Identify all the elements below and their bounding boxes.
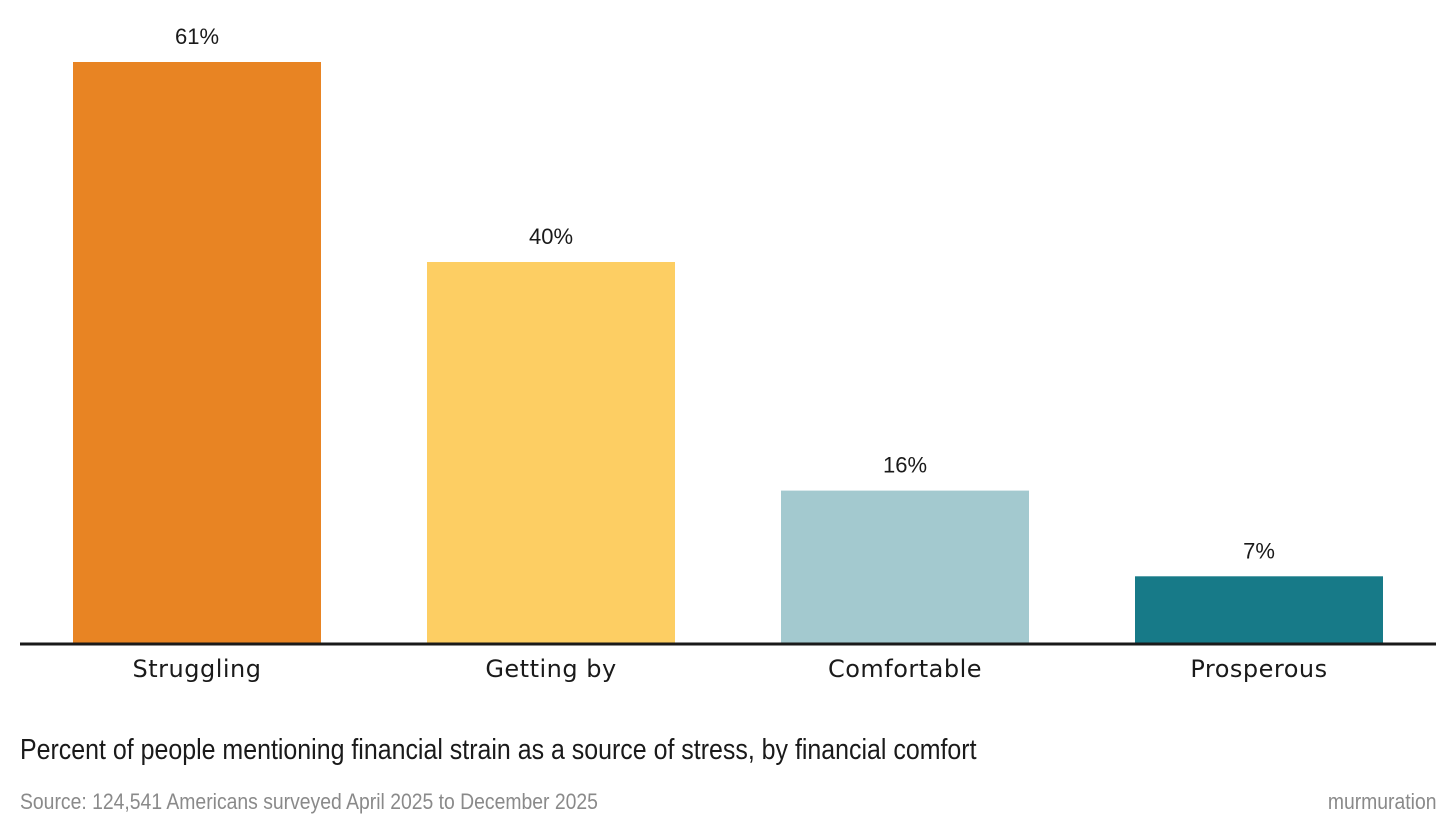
bar-prosperous <box>1135 576 1383 643</box>
brand-label: murmuration <box>1327 789 1436 814</box>
labels-group: 61% Struggling 40% Getting by 16% Comfortable… <box>133 24 1328 683</box>
source-note: Source: 124,541 Americans surveyed April… <box>20 789 598 814</box>
value-label: 7% <box>1243 538 1275 563</box>
value-label: 40% <box>529 224 573 249</box>
bar-comfortable <box>781 490 1029 643</box>
category-label: Prosperous <box>1190 655 1327 683</box>
bars-group <box>73 62 1383 643</box>
bar-getting-by <box>427 262 675 643</box>
bar-chart: 61% Struggling 40% Getting by 16% Comfortable… <box>20 24 1436 683</box>
chart-caption: Percent of people mentioning financial s… <box>20 734 977 766</box>
category-label: Comfortable <box>828 655 982 683</box>
category-label: Struggling <box>133 655 262 683</box>
bar-struggling <box>73 62 321 643</box>
category-label: Getting by <box>485 655 616 683</box>
value-label: 16% <box>883 453 927 478</box>
value-label: 61% <box>175 24 219 49</box>
